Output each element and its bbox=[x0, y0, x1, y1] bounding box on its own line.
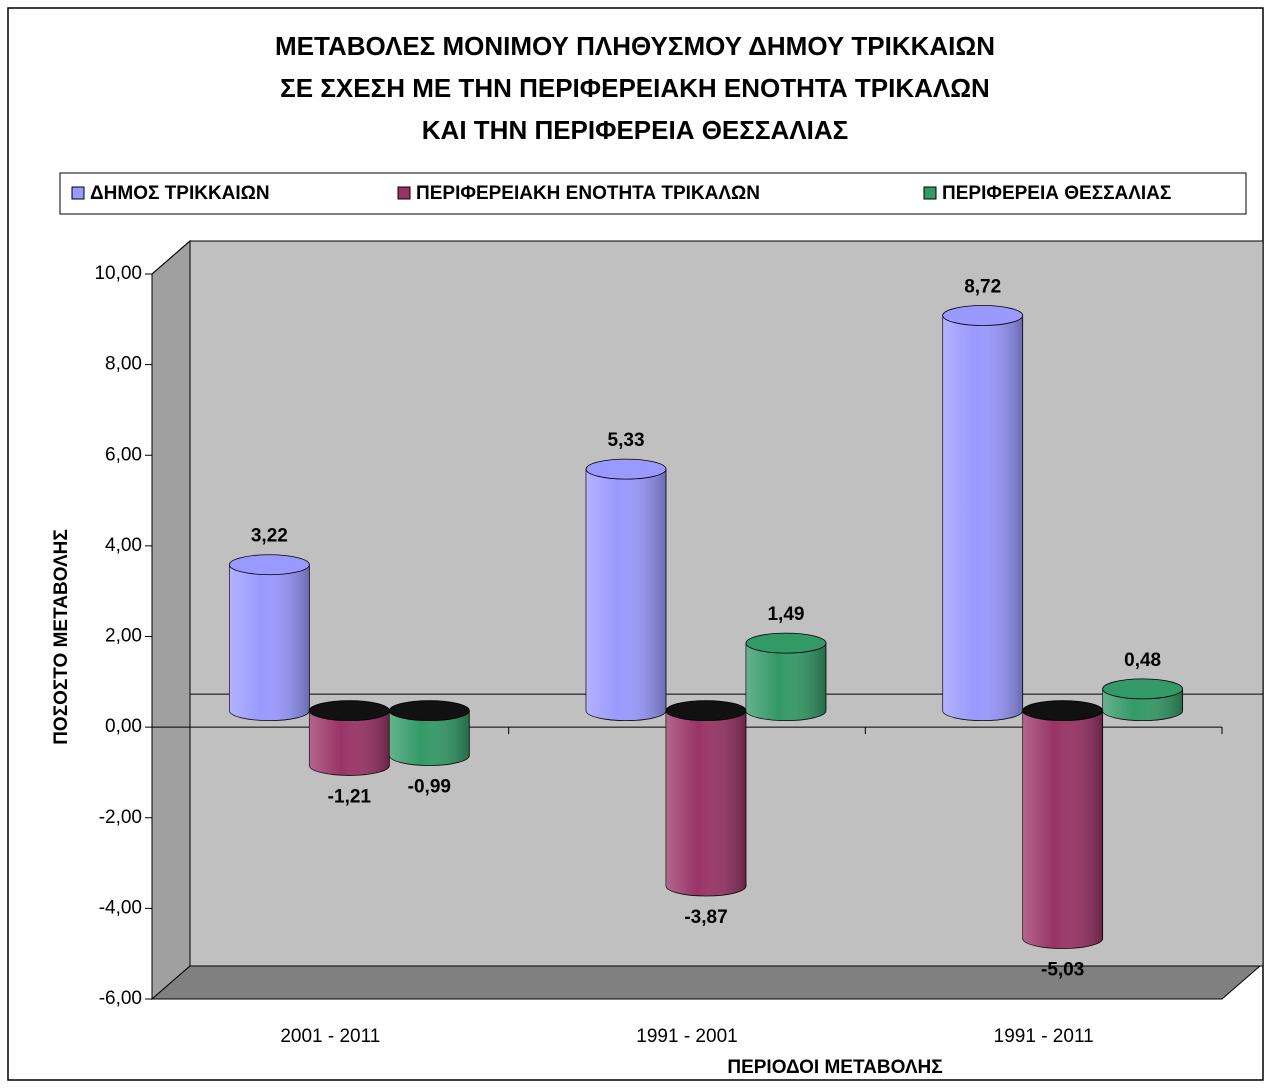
chart-title: ΜΕΤΑΒΟΛΕΣ ΜΟΝΙΜΟΥ ΠΛΗΘΥΣΜΟΥ ΔΗΜΟΥ ΤΡΙΚΚΑ… bbox=[275, 31, 995, 61]
data-label: -5,03 bbox=[1041, 960, 1084, 981]
legend-label: ΠΕΡΙΦΕΡΕΙΑ ΘΕΣΣΑΛΙΑΣ bbox=[942, 183, 1171, 204]
legend-box bbox=[59, 172, 1247, 215]
x-tick-label: 1991 - 2011 bbox=[994, 1026, 1094, 1047]
cylinder-top bbox=[665, 700, 747, 722]
cylinder-top bbox=[1102, 678, 1184, 700]
cylinder-top bbox=[1022, 700, 1104, 722]
y-tick-label: -4,00 bbox=[99, 897, 142, 918]
y-axis-label: ΠΟΣΟΣΤΟ ΜΕΤΑΒΟΛΗΣ bbox=[51, 529, 72, 745]
data-label: -0,99 bbox=[408, 777, 451, 798]
cylinder bbox=[388, 700, 470, 766]
cylinder-top bbox=[942, 305, 1024, 326]
cylinder-top bbox=[308, 700, 390, 722]
y-tick-label: 10,00 bbox=[94, 263, 142, 284]
cylinder bbox=[665, 700, 747, 897]
data-label: 5,33 bbox=[608, 430, 645, 451]
cylinder bbox=[228, 554, 310, 722]
legend-swatch bbox=[397, 186, 411, 200]
y-tick-label: -2,00 bbox=[99, 807, 142, 828]
cylinder-top bbox=[388, 700, 470, 722]
cylinder bbox=[308, 700, 390, 776]
data-label: -1,21 bbox=[328, 786, 372, 807]
cylinder-shade bbox=[309, 710, 390, 776]
y-tick-label: -6,00 bbox=[99, 988, 142, 1009]
x-axis-label: ΠΕΡΙΟΔΟΙ ΜΕΤΑΒΟΛΗΣ bbox=[727, 1057, 942, 1078]
cylinder bbox=[745, 632, 827, 722]
cylinder bbox=[942, 305, 1024, 721]
cylinder-shade bbox=[586, 469, 667, 721]
cylinder-shade bbox=[229, 564, 310, 721]
x-tick-label: 2001 - 2011 bbox=[280, 1026, 380, 1047]
y-axis-top bbox=[151, 240, 191, 275]
cylinder-top bbox=[745, 632, 827, 654]
data-label: -3,87 bbox=[684, 907, 727, 928]
chart-title: ΣΕ ΣΧΕΣΗ ΜΕ ΤΗΝ ΠΕΡΙΦΕΡΕΙΑΚΗ ΕΝΟΤΗΤΑ ΤΡΙ… bbox=[280, 73, 990, 103]
legend-label: ΠΕΡΙΦΕΡΕΙΑΚΗ ΕΝΟΤΗΤΑ ΤΡΙΚΑΛΩΝ bbox=[416, 183, 760, 204]
cylinder-shade bbox=[389, 710, 470, 766]
legend-swatch bbox=[71, 186, 85, 200]
y-tick-label: 8,00 bbox=[105, 354, 142, 375]
y-tick-label: 0,00 bbox=[105, 716, 142, 737]
cylinder bbox=[585, 458, 667, 722]
cylinder-top bbox=[228, 554, 310, 576]
y-tick-label: 2,00 bbox=[105, 626, 142, 647]
y-tick-label: 4,00 bbox=[105, 535, 142, 556]
chart-title: ΚΑΙ ΤΗΝ ΠΕΡΙΦΕΡΕΙΑ ΘΕΣΣΑΛΙΑΣ bbox=[422, 115, 848, 145]
data-label: 1,49 bbox=[767, 604, 804, 625]
cylinder-shade bbox=[666, 710, 746, 896]
y-tick-label: 6,00 bbox=[105, 444, 142, 465]
cylinder-shade bbox=[942, 315, 1023, 721]
cylinder-top bbox=[585, 458, 667, 480]
data-label: 8,72 bbox=[964, 277, 1001, 298]
cylinder bbox=[1102, 678, 1184, 722]
floor bbox=[150, 965, 1262, 1000]
cylinder-shade bbox=[1022, 710, 1103, 949]
cylinder-shade bbox=[745, 643, 826, 721]
data-label: 0,48 bbox=[1124, 650, 1161, 671]
cylinder bbox=[1022, 700, 1104, 949]
side-wall bbox=[151, 239, 191, 1001]
legend-swatch bbox=[923, 186, 937, 200]
data-label: 3,22 bbox=[251, 526, 288, 547]
legend-label: ΔΗΜΟΣ ΤΡΙΚΚΑΙΩΝ bbox=[90, 183, 270, 204]
x-tick-label: 1991 - 2001 bbox=[636, 1026, 737, 1047]
